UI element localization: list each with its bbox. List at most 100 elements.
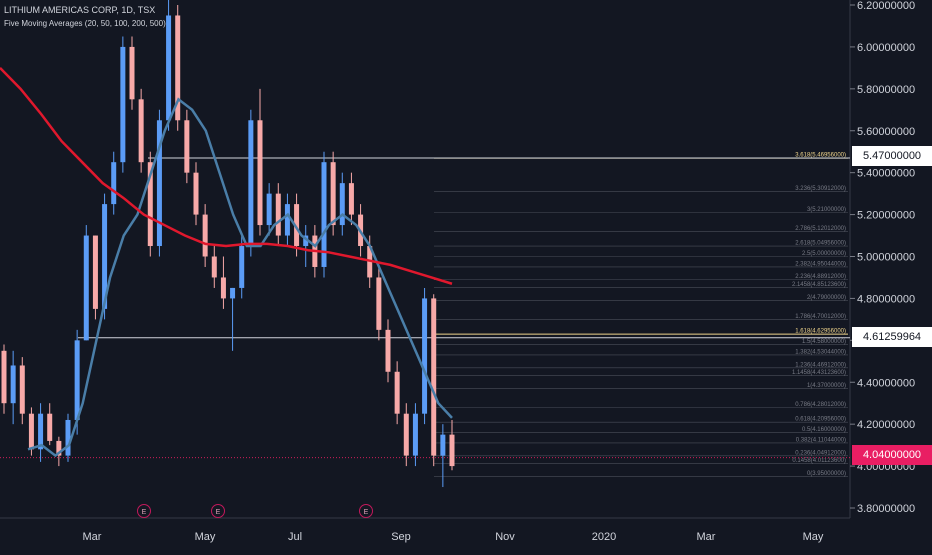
candle-body <box>257 120 263 226</box>
candle <box>248 109 254 257</box>
candle-body <box>220 277 226 299</box>
candle <box>175 5 181 131</box>
candle <box>385 319 391 383</box>
x-tick-label: Mar <box>83 531 102 543</box>
y-tick-label: 6.20000000 <box>857 0 915 12</box>
ma-short-line <box>27 97 453 458</box>
y-tick-label: 4.20000000 <box>857 419 915 431</box>
candle <box>92 235 98 320</box>
y-tick-label: 5.60000000 <box>857 126 915 138</box>
candle <box>120 36 126 173</box>
candle <box>47 403 53 446</box>
candle <box>184 109 190 184</box>
x-tick-label: Jul <box>288 531 302 543</box>
candle-body <box>202 214 208 257</box>
candle-body <box>56 440 62 456</box>
candle-body <box>193 172 199 215</box>
candle <box>10 350 16 425</box>
price-tag-mid: 4.61259964 <box>852 327 932 347</box>
y-tick-label: 5.80000000 <box>857 84 915 96</box>
candle <box>129 36 135 110</box>
candle <box>38 403 44 462</box>
candle-body <box>166 15 172 121</box>
fib-level-label: 2.5(5.00000000) <box>802 251 846 257</box>
candle <box>65 413 71 462</box>
fib-level-label: 0.1458(4.01123600) <box>792 458 846 464</box>
x-tick-label: Mar <box>697 531 716 543</box>
fib-level-label: 1.1458(4.43123600) <box>792 370 846 376</box>
candle <box>230 287 236 351</box>
fib-level-label: 1.786(4.70012000) <box>795 314 846 320</box>
candle <box>303 225 309 267</box>
y-tick-label: 4.80000000 <box>857 293 915 305</box>
candle <box>431 294 437 467</box>
gridlines <box>0 0 851 519</box>
candle <box>422 287 428 425</box>
candle-body <box>385 329 391 372</box>
fib-level-label: 2.382(4.95044000) <box>795 261 846 267</box>
fib-level-label: 1.382(4.53044000) <box>795 349 846 355</box>
candle-body <box>449 434 455 467</box>
y-tick-label: 3.80000000 <box>857 503 915 515</box>
x-tick-label: May <box>195 531 216 543</box>
event-label: E <box>142 509 147 516</box>
indicator-label[interactable]: Five Moving Averages (20, 50, 100, 200, … <box>4 19 166 28</box>
price-tag-upper: 5.47000000 <box>852 146 932 166</box>
fib-level-label: 0.618(4.20956000) <box>795 417 846 423</box>
candle-body <box>92 235 98 309</box>
candle-body <box>303 235 309 247</box>
candle <box>1 344 7 414</box>
candle <box>19 357 25 425</box>
candle <box>294 193 300 257</box>
price-tag-last: 4.04000000 <box>852 445 932 465</box>
candle-body <box>230 287 236 299</box>
candle <box>147 151 153 257</box>
ma-long-line <box>0 66 453 285</box>
candle-body <box>403 413 409 456</box>
y-tick-label: 5.20000000 <box>857 210 915 222</box>
candle-body <box>248 120 254 247</box>
candle <box>166 0 172 131</box>
candle-body <box>412 413 418 456</box>
candle <box>394 361 400 425</box>
chart-title: LITHIUM AMERICAS CORP, 1D, TSX <box>4 5 156 15</box>
event-icon <box>211 504 225 518</box>
candle-body <box>83 235 89 341</box>
fib-level-label: 0.5(4.16000000) <box>802 427 846 433</box>
fib-level-label: 3(5.21000000) <box>807 207 846 213</box>
fib-level-label: 0.786(4.28012000) <box>795 402 846 408</box>
candle <box>449 419 455 471</box>
candle <box>138 88 144 173</box>
candle-body <box>147 162 153 247</box>
candle-body <box>422 298 428 414</box>
candle-body <box>65 419 71 456</box>
candle-body <box>266 193 272 226</box>
fib-level-label: 2.1458(4.85123600) <box>792 282 846 288</box>
candle-body <box>376 277 382 330</box>
time-axis: Mar May Jul Sep Nov 2020 Mar May <box>83 531 824 543</box>
y-tick-label: 4.40000000 <box>857 377 915 389</box>
candle <box>275 183 281 247</box>
candle <box>266 183 272 236</box>
candle <box>403 403 409 467</box>
moving-averages <box>0 66 453 458</box>
earnings-event-marker[interactable]: E <box>211 504 225 518</box>
fib-level-label: 2.618(5.04956000) <box>795 241 846 247</box>
candle <box>111 151 117 215</box>
candle <box>156 109 162 257</box>
candles <box>1 0 455 488</box>
candle-body <box>28 413 34 450</box>
fib-level-label: 2(4.79000000) <box>807 295 846 301</box>
earnings-event-marker[interactable]: E <box>137 504 151 518</box>
candle <box>412 403 418 467</box>
candle-body <box>431 298 437 456</box>
candle-body <box>211 256 217 278</box>
candle <box>376 266 382 341</box>
candle-body <box>294 204 300 247</box>
x-tick-label: May <box>803 531 824 543</box>
candle-body <box>38 413 44 450</box>
earnings-event-marker[interactable]: E <box>359 504 373 518</box>
candle <box>239 235 245 299</box>
